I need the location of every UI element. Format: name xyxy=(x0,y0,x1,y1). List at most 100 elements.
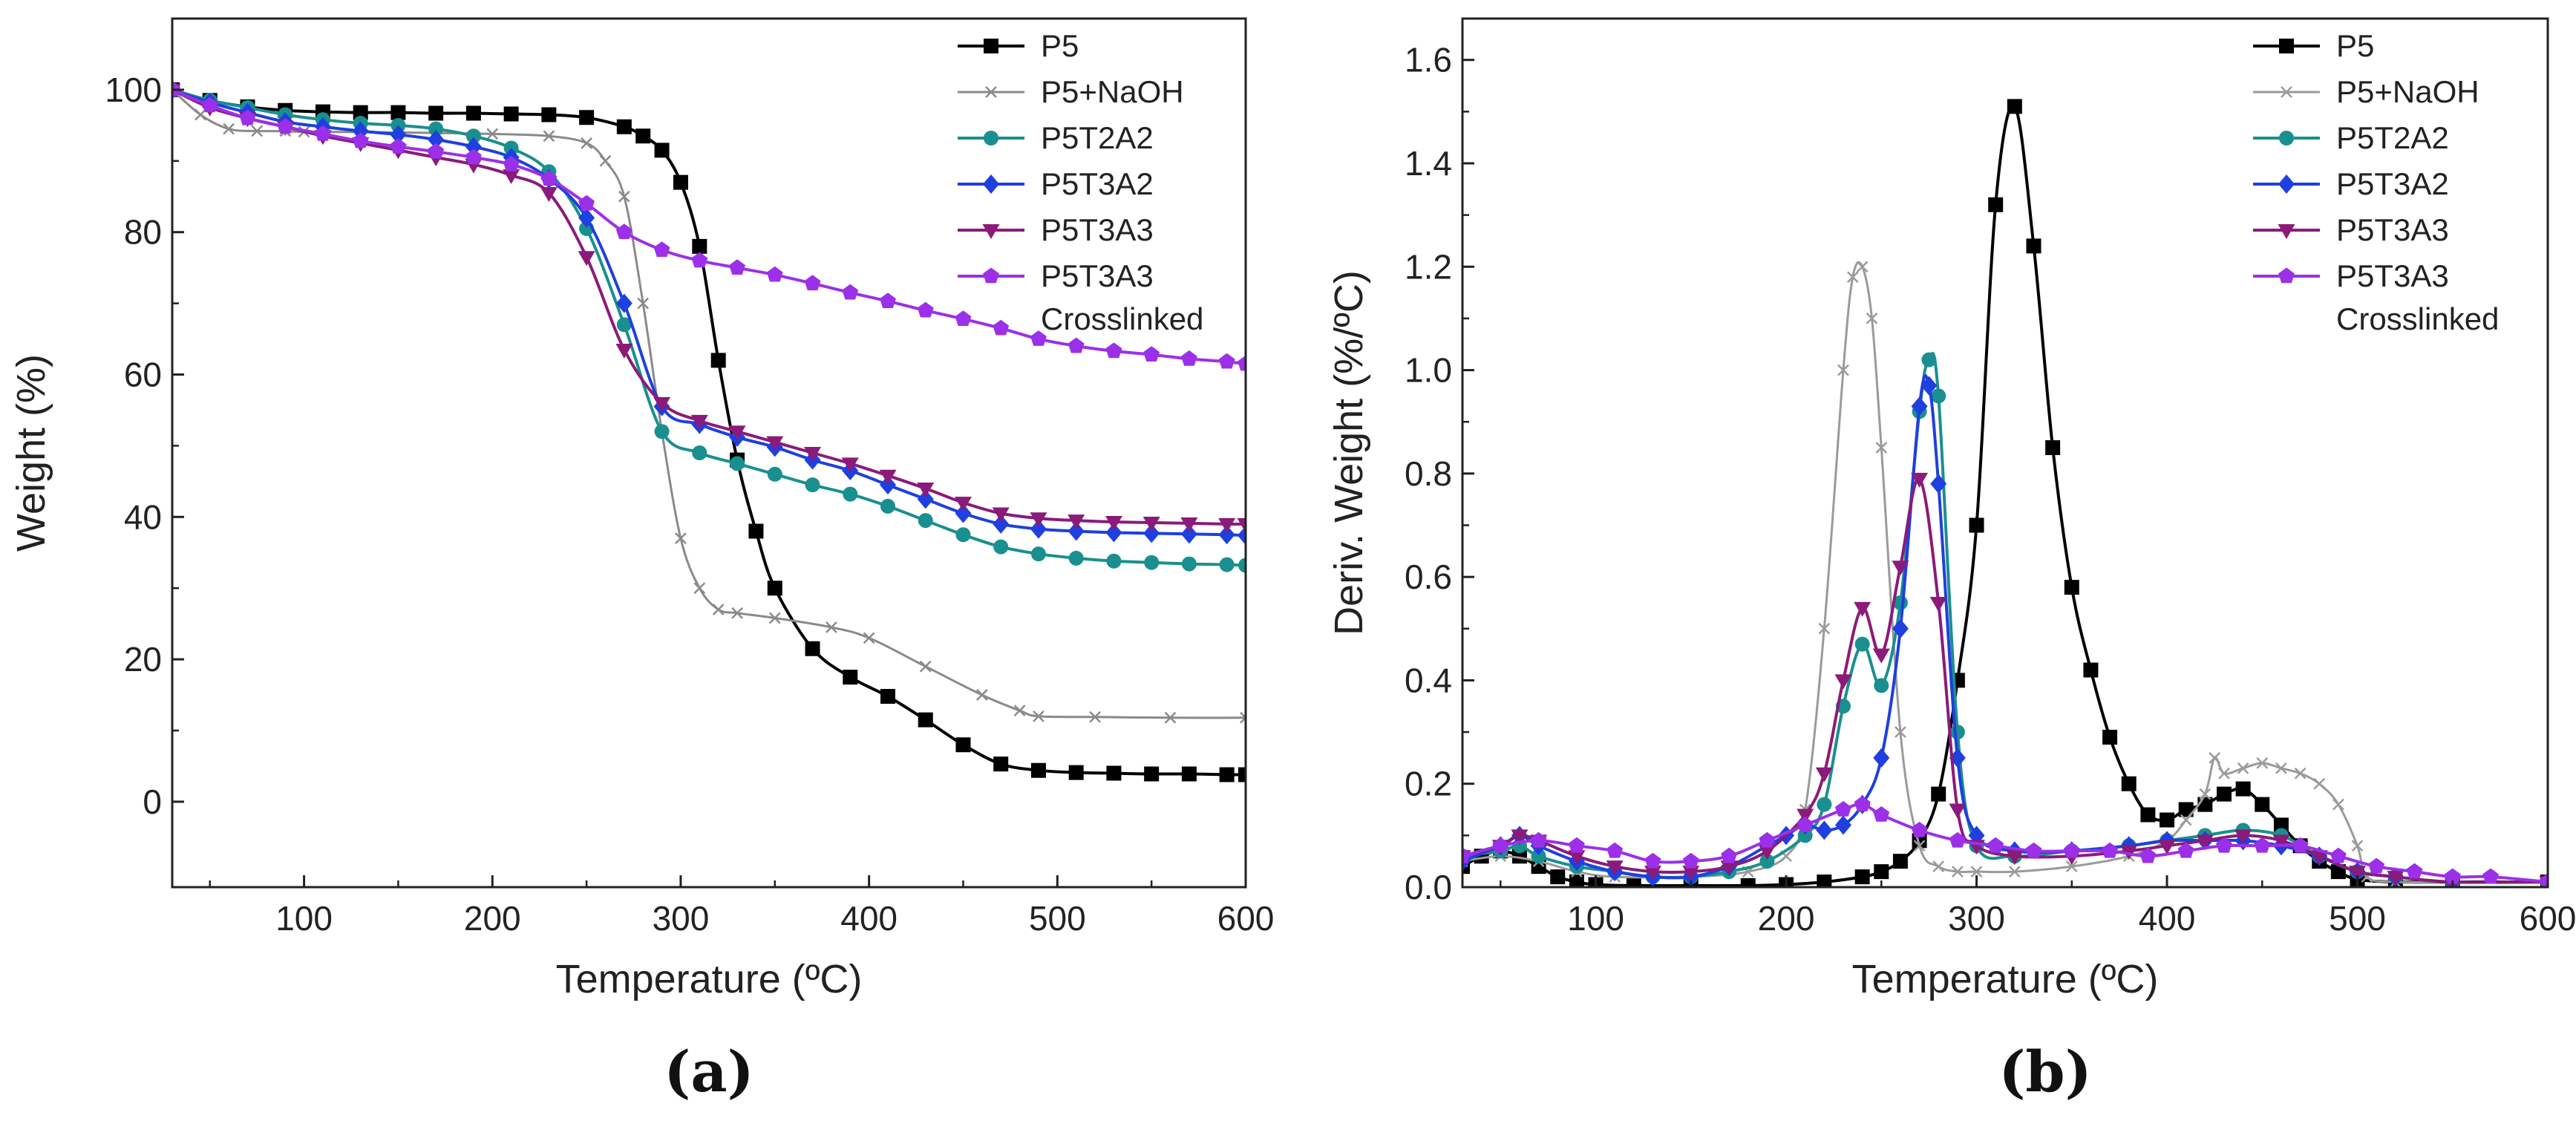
data-point xyxy=(2313,777,2326,790)
data-point xyxy=(675,532,687,544)
data-point xyxy=(1105,342,1122,359)
data-point xyxy=(728,425,746,441)
data-point xyxy=(618,190,630,203)
y-tick-label: 0 xyxy=(143,782,162,821)
data-point xyxy=(194,108,206,121)
data-point xyxy=(767,581,782,596)
data-point xyxy=(1644,852,1661,869)
data-point xyxy=(880,475,896,495)
data-point xyxy=(842,284,859,300)
data-point xyxy=(1144,766,1160,782)
data-point xyxy=(2196,834,2214,850)
data-point xyxy=(1238,767,1246,782)
legend-label: P5T3A3 xyxy=(1041,212,1154,247)
legend-label: P5T3A3 xyxy=(2336,212,2449,247)
data-point xyxy=(1932,860,1945,873)
data-point xyxy=(1846,271,1859,284)
legend-label: P5T2A2 xyxy=(2336,120,2449,155)
data-point xyxy=(1873,748,1890,768)
legend: P5 P5+NaOH P5T2A2 P5T3A2 P5T3A3 P5T3A3 Crossli… xyxy=(958,28,1203,336)
legend-marker xyxy=(984,39,998,53)
data-point xyxy=(2160,812,2175,828)
y-tick-label: 1.2 xyxy=(1405,247,1452,286)
data-point xyxy=(1626,877,1641,887)
legend-marker xyxy=(2281,86,2292,98)
data-point xyxy=(390,125,407,145)
series-line xyxy=(1462,374,2548,884)
data-point xyxy=(578,208,595,228)
data-point xyxy=(1237,517,1246,533)
data-point xyxy=(277,118,294,134)
legend-label: P5T3A3 Crosslinked xyxy=(2336,258,2499,336)
legend-label: P5+NaOH xyxy=(1041,74,1184,109)
legend-marker xyxy=(2279,131,2294,146)
data-point xyxy=(693,582,706,595)
x-tick-label: 600 xyxy=(1217,899,1275,938)
data-point xyxy=(637,297,650,310)
data-point xyxy=(2007,99,2022,114)
data-point xyxy=(690,414,708,430)
data-point xyxy=(918,712,933,728)
data-point xyxy=(1892,854,1908,869)
legend-item: P5T3A3 Crosslinked xyxy=(958,258,1203,336)
legend-item: P5T3A3 xyxy=(958,212,1154,247)
data-point xyxy=(2255,797,2270,812)
data-point xyxy=(1930,474,1947,494)
data-point xyxy=(2540,873,2548,887)
data-point xyxy=(1218,525,1235,545)
legend-label: P5 xyxy=(1041,28,1079,63)
data-point xyxy=(710,353,726,368)
legend-marker xyxy=(2278,174,2295,194)
data-point xyxy=(1462,847,1471,863)
x-tick-label: 300 xyxy=(653,899,710,938)
y-tick-label: 60 xyxy=(124,356,162,394)
data-point xyxy=(2235,829,2252,845)
data-point xyxy=(843,670,858,685)
x-tick-label: 100 xyxy=(1567,899,1624,938)
data-point xyxy=(1105,516,1122,532)
data-point xyxy=(805,641,820,656)
data-point xyxy=(1911,472,1929,488)
data-point xyxy=(615,293,632,313)
data-point xyxy=(579,110,595,125)
data-point xyxy=(2121,776,2137,791)
plot-frame xyxy=(171,17,1247,889)
data-point xyxy=(1866,313,1878,324)
data-point xyxy=(2178,802,2194,817)
data-point xyxy=(1911,821,1928,837)
data-point xyxy=(1530,831,1547,848)
data-point xyxy=(1030,330,1047,346)
panel-label: (b) xyxy=(1998,1039,2091,1105)
data-point xyxy=(2444,868,2461,884)
data-point xyxy=(1818,622,1831,635)
data-point xyxy=(918,513,933,529)
data-point xyxy=(917,482,935,497)
data-point xyxy=(1815,767,1833,782)
legend-label-line: P5T3A3 xyxy=(2336,258,2449,293)
series-line xyxy=(1462,803,2548,883)
data-point xyxy=(2218,767,2230,780)
data-point xyxy=(1218,353,1235,369)
legend-item: P5T2A2 xyxy=(2253,120,2449,155)
data-point xyxy=(2209,752,2221,764)
data-point xyxy=(541,107,557,122)
data-point xyxy=(615,223,632,239)
data-point xyxy=(1068,521,1085,541)
data-point xyxy=(578,251,595,267)
data-point xyxy=(2064,580,2079,595)
data-point xyxy=(1106,553,1122,569)
data-point xyxy=(691,252,708,268)
y-tick-label: 100 xyxy=(105,71,162,109)
data-point xyxy=(1854,869,1870,885)
data-point xyxy=(2102,842,2118,858)
data-point xyxy=(251,125,264,137)
x-tick-label: 400 xyxy=(2139,899,2196,938)
legend-item: P5 xyxy=(958,28,1079,63)
data-point xyxy=(1931,388,1946,404)
data-point xyxy=(428,105,444,121)
x-tick-label: 200 xyxy=(1758,899,1815,938)
data-point xyxy=(993,756,1009,772)
data-point xyxy=(919,660,932,673)
data-point xyxy=(2332,798,2344,811)
data-point xyxy=(2102,730,2118,745)
